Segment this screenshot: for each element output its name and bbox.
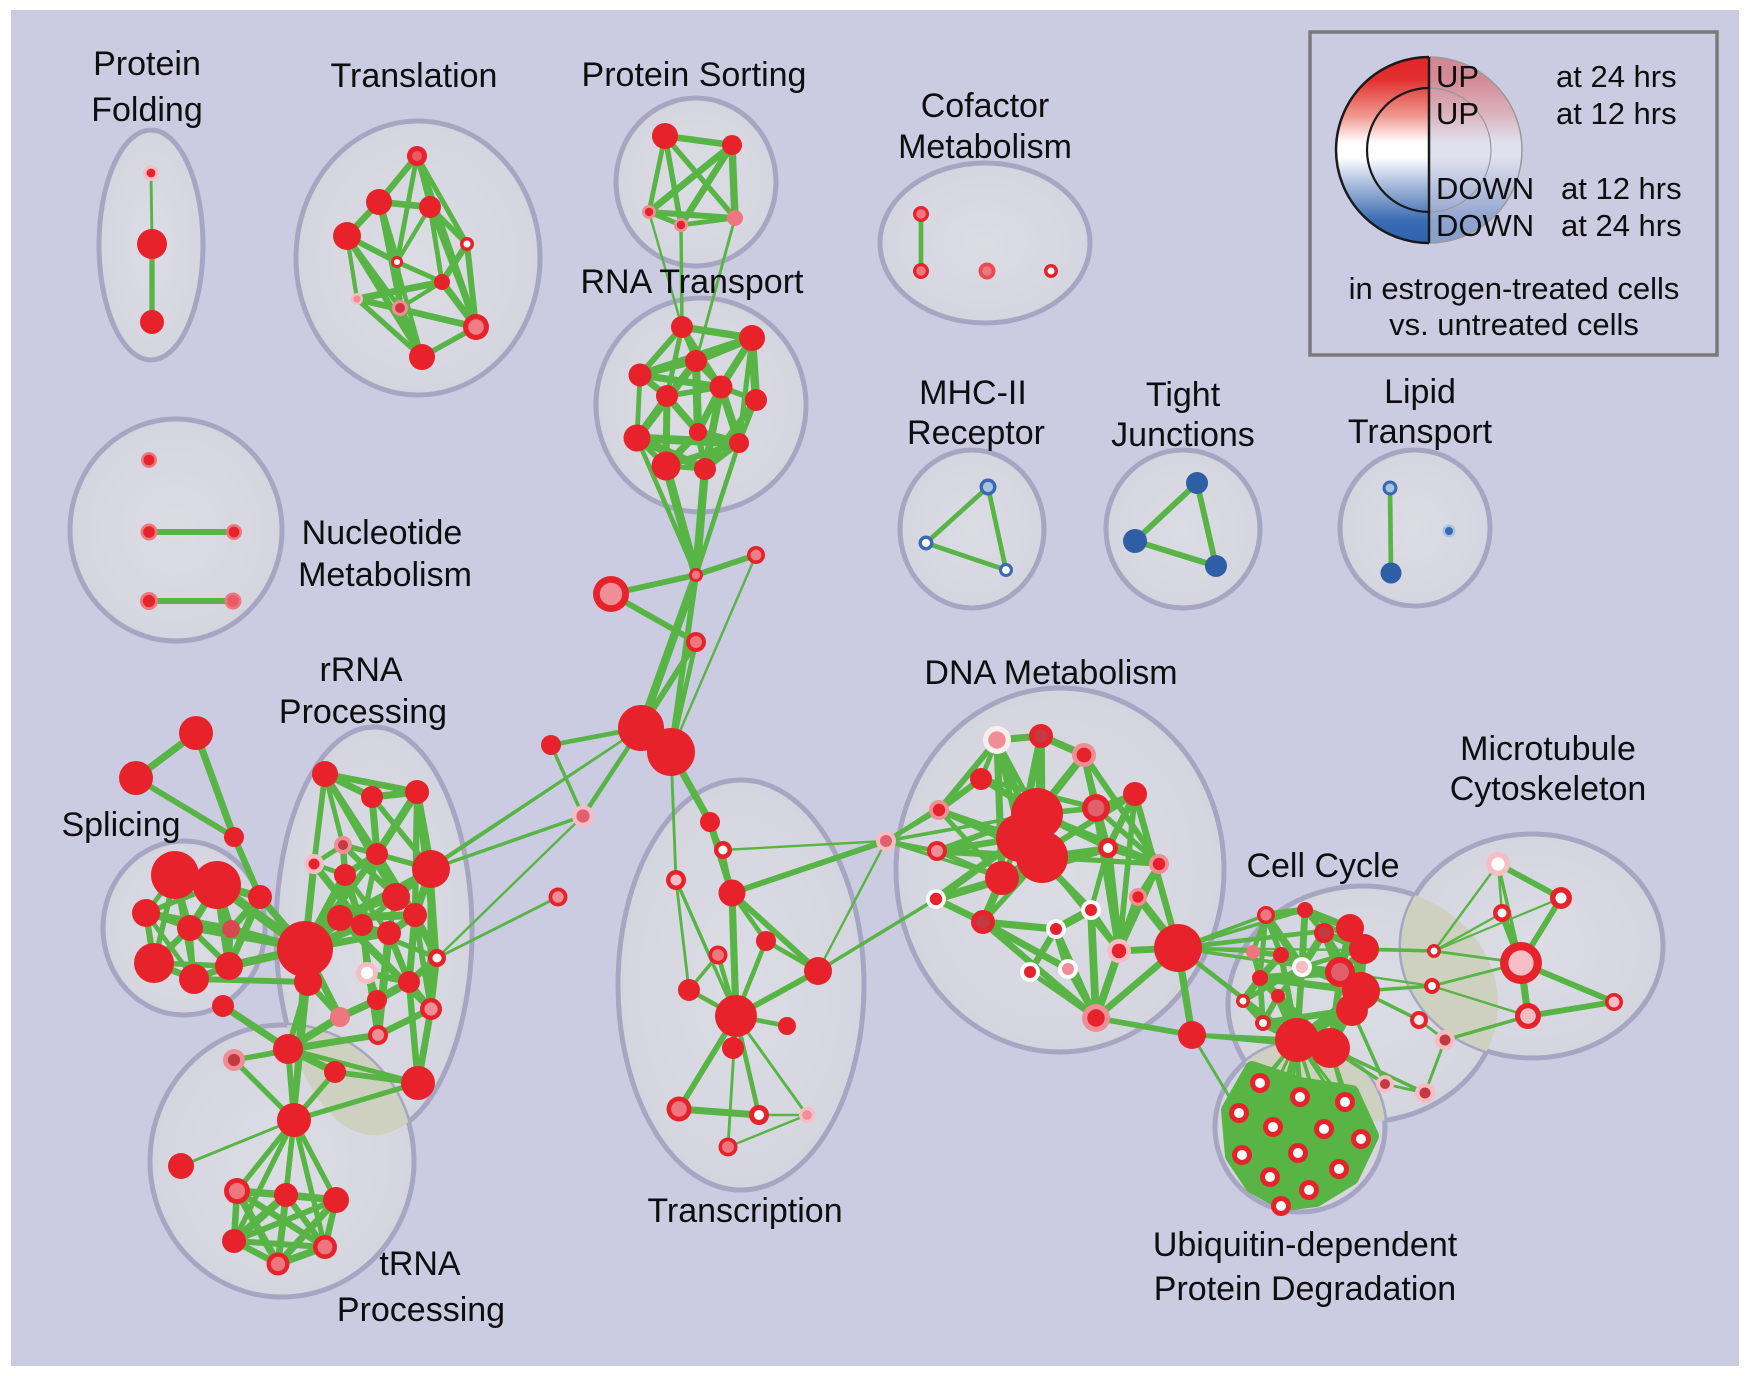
svg-text:at 12 hrs: at 12 hrs <box>1556 96 1677 131</box>
svg-text:Transcription: Transcription <box>647 1192 842 1230</box>
svg-text:vs. untreated cells: vs. untreated cells <box>1389 307 1639 342</box>
svg-text:Lipid: Lipid <box>1384 373 1456 411</box>
svg-text:Processing: Processing <box>279 693 447 731</box>
svg-text:Protein: Protein <box>93 45 201 83</box>
svg-text:Protein Sorting: Protein Sorting <box>582 56 807 94</box>
svg-text:in estrogen-treated cells: in estrogen-treated cells <box>1349 271 1680 306</box>
svg-text:Nucleotide: Nucleotide <box>302 514 463 552</box>
svg-text:at 12 hrs: at 12 hrs <box>1561 171 1682 206</box>
svg-text:Ubiquitin-dependent: Ubiquitin-dependent <box>1153 1226 1458 1264</box>
svg-text:Tight: Tight <box>1146 376 1221 414</box>
svg-text:Junctions: Junctions <box>1111 416 1255 454</box>
svg-text:Metabolism: Metabolism <box>298 556 472 594</box>
svg-text:Metabolism: Metabolism <box>898 128 1072 166</box>
svg-text:tRNA: tRNA <box>379 1245 461 1283</box>
svg-text:DOWN: DOWN <box>1436 171 1534 206</box>
svg-text:UP: UP <box>1436 59 1479 94</box>
svg-text:Transport: Transport <box>1348 413 1493 451</box>
svg-text:at 24 hrs: at 24 hrs <box>1556 59 1677 94</box>
svg-text:DOWN: DOWN <box>1436 208 1534 243</box>
svg-text:Cell Cycle: Cell Cycle <box>1246 847 1399 885</box>
svg-text:Folding: Folding <box>91 91 203 129</box>
svg-text:Cytoskeleton: Cytoskeleton <box>1450 770 1647 808</box>
svg-text:rRNA: rRNA <box>319 651 402 689</box>
svg-text:MHC-II: MHC-II <box>919 374 1027 412</box>
svg-text:Processing: Processing <box>337 1291 505 1329</box>
svg-text:UP: UP <box>1436 96 1479 131</box>
svg-text:Translation: Translation <box>331 57 498 95</box>
svg-text:Cofactor: Cofactor <box>921 87 1050 125</box>
svg-text:Receptor: Receptor <box>907 414 1045 452</box>
svg-text:Protein Degradation: Protein Degradation <box>1154 1270 1456 1308</box>
svg-text:Splicing: Splicing <box>61 806 180 844</box>
svg-text:at 24 hrs: at 24 hrs <box>1561 208 1682 243</box>
svg-text:Microtubule: Microtubule <box>1460 730 1636 768</box>
svg-text:RNA Transport: RNA Transport <box>581 263 805 301</box>
svg-text:DNA Metabolism: DNA Metabolism <box>924 654 1177 692</box>
